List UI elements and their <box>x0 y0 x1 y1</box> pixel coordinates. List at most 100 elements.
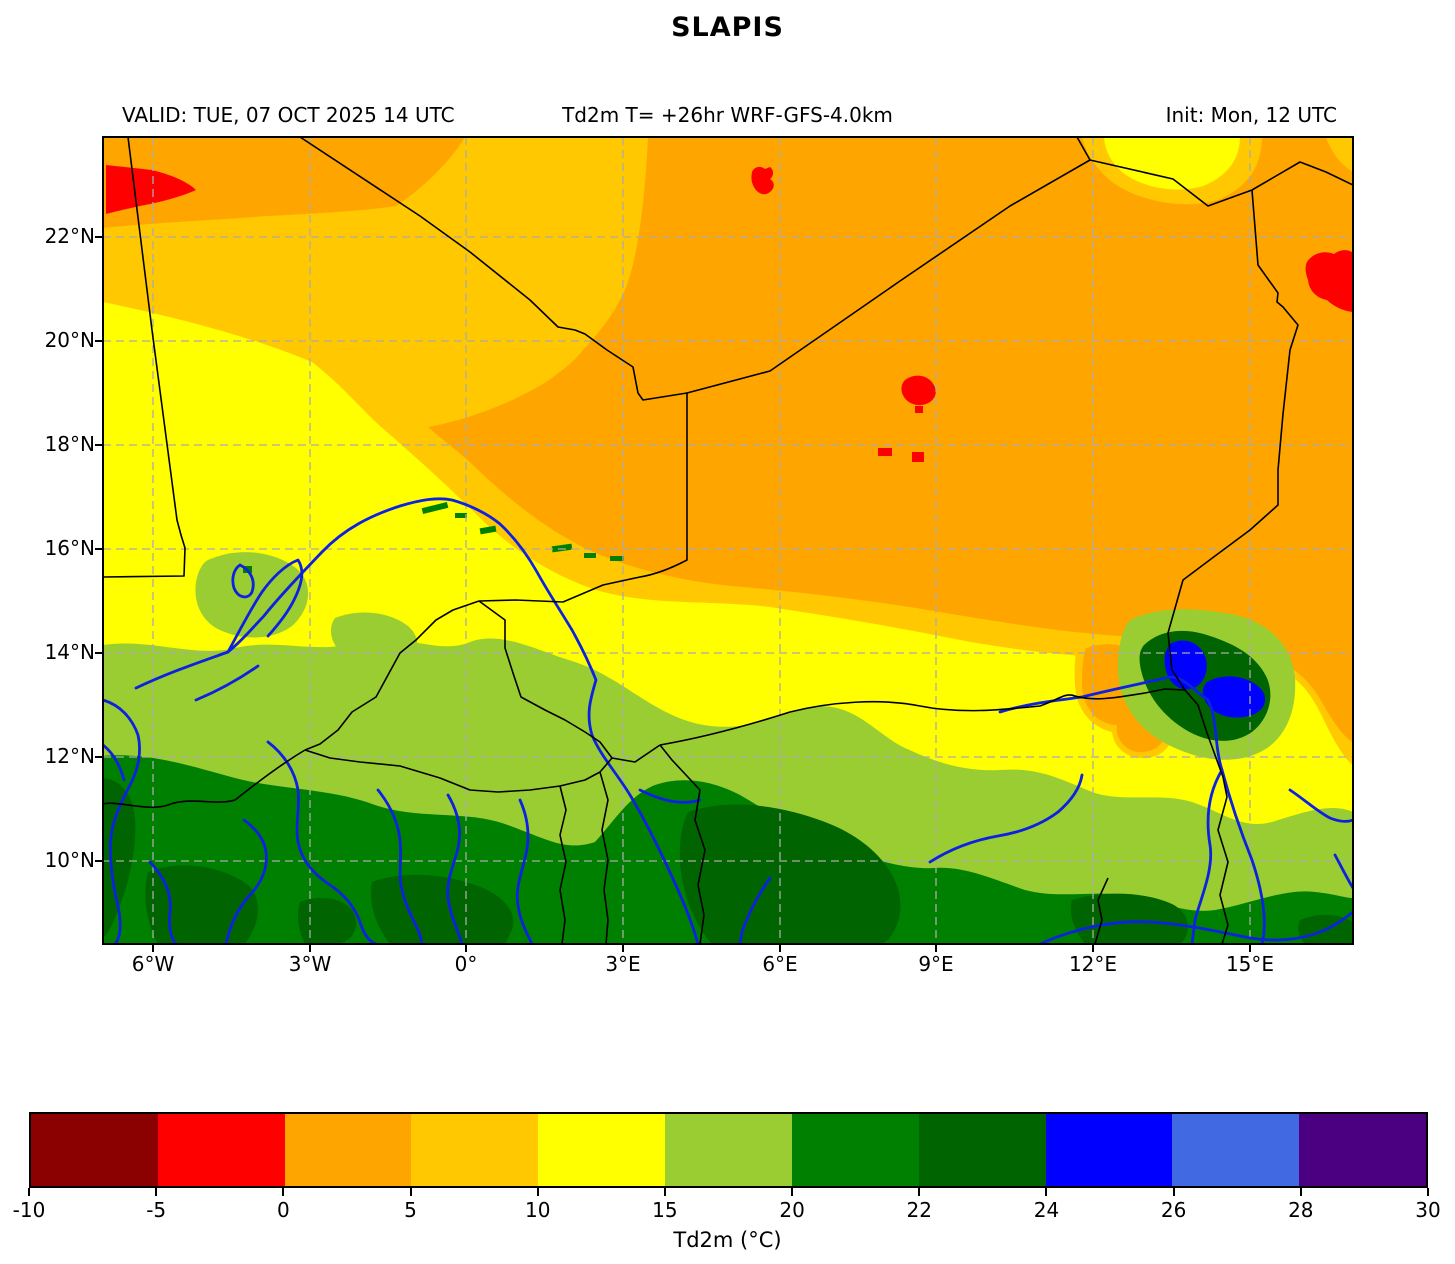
plot-frame <box>102 136 1354 945</box>
init-time-label: Init: Mon, 12 UTC <box>1165 103 1337 127</box>
lon-tick-mark <box>622 944 624 952</box>
east-stream1 <box>1288 788 1353 823</box>
se-stream <box>738 876 772 944</box>
lat-tick-label: 14°N <box>44 640 95 664</box>
lon-tick-label: 12°E <box>1068 952 1118 976</box>
lon-tick-mark <box>465 944 467 952</box>
fill-yellow-pocket-ne <box>1104 137 1240 190</box>
valid-time-label: VALID: TUE, 07 OCT 2025 14 UTC <box>122 103 455 127</box>
border-benin-nigeria <box>659 744 706 944</box>
page-title: SLAPIS <box>671 12 784 43</box>
fill-gold-corner-ne <box>1326 137 1353 172</box>
lat-tick-label: 20°N <box>44 328 95 352</box>
border-togo-benin <box>599 771 609 944</box>
niger-inner-delta-branch <box>226 558 304 654</box>
colorbar-tick-mark <box>1172 1188 1175 1196</box>
colorbar-tick-label: -10 <box>12 1198 46 1222</box>
border-burkina-south <box>304 749 613 793</box>
lon-tick-mark <box>1249 944 1251 952</box>
graticule <box>103 137 1353 944</box>
colorbar-tick-label: 20 <box>779 1198 805 1222</box>
colorbar-segment <box>284 1114 412 1186</box>
fill-darkgreen-patches <box>103 778 1353 944</box>
benue-river <box>1038 910 1353 944</box>
colorbar-tick-mark <box>282 1188 285 1196</box>
lon-tick-label: 3°W <box>288 952 332 976</box>
lat-tick-label: 18°N <box>44 432 95 456</box>
lat-tick-mark <box>95 548 103 550</box>
rivers <box>103 497 1353 944</box>
bani-river <box>194 664 260 702</box>
black-volta <box>266 740 378 944</box>
border-burkina-niger <box>478 600 613 759</box>
lon-tick-label: 6°W <box>131 952 175 976</box>
colorbar-tick-label: 15 <box>652 1198 678 1222</box>
lat-tick-mark <box>95 444 103 446</box>
colorbar-segment <box>665 1114 792 1186</box>
lat-tick-mark <box>95 652 103 654</box>
lon-tick-label: 3°E <box>605 952 641 976</box>
colorbar-tick-mark <box>536 1188 539 1196</box>
lon-tick-mark <box>152 944 154 952</box>
border-mali-niger <box>478 393 688 603</box>
lat-tick-mark <box>95 860 103 862</box>
colorbar-segment <box>538 1114 666 1186</box>
sw-stream1 <box>148 860 178 944</box>
lon-tick-mark <box>779 944 781 952</box>
border-algeria-libya <box>1076 137 1091 161</box>
border-niger-nigeria <box>659 688 1166 746</box>
border-ghana-togo <box>559 785 567 944</box>
fill-orange-northwest-strip <box>103 137 465 228</box>
fill-red-pockets <box>106 165 1353 462</box>
colorbar-segment <box>1045 1114 1173 1186</box>
colorbar-tick-label: 24 <box>1033 1198 1060 1222</box>
colorbar-tick-mark <box>1299 1188 1302 1196</box>
border-benin-niger <box>611 744 661 763</box>
product-label: Td2m T= +26hr WRF-GFS-4.0km <box>562 103 893 127</box>
sw-stream2 <box>224 818 268 944</box>
colorbar-segment <box>157 1114 285 1186</box>
colorbar-tick-label: 0 <box>276 1198 290 1222</box>
colorbar-segment <box>31 1114 158 1186</box>
border-algeria-niger <box>686 159 1091 394</box>
colorbar-segment <box>1299 1114 1426 1186</box>
logone-river <box>1190 768 1224 944</box>
colorbar-tick-mark <box>1427 1188 1429 1196</box>
border-niger-chad <box>1167 189 1299 691</box>
border-mauritania-mali <box>103 137 186 578</box>
colorbar-segment <box>411 1114 539 1186</box>
colorbar-axis-label: Td2m (°C) <box>673 1228 782 1252</box>
colorbar-tick-label: -5 <box>146 1198 167 1222</box>
border-mali-burkina <box>304 600 480 751</box>
niger-river <box>134 497 700 944</box>
komadugu-yobe <box>998 675 1210 714</box>
lat-tick-label: 22°N <box>44 224 95 248</box>
colorbar-tick-label: 5 <box>404 1198 417 1222</box>
oti-river <box>515 798 534 944</box>
east-stream2 <box>1333 853 1353 890</box>
colorbar-tick-label: 28 <box>1288 1198 1314 1222</box>
lat-tick-label: 16°N <box>44 536 95 560</box>
colorbar-segment <box>918 1114 1046 1186</box>
colorbar-tick-label: 30 <box>1415 1198 1441 1222</box>
border-nigeria-chad-cameroon <box>1164 688 1229 944</box>
colorbar-tick-mark <box>663 1188 666 1196</box>
colorbar-tick-label: 26 <box>1160 1198 1187 1222</box>
lon-tick-mark <box>1092 944 1094 952</box>
fill-orange-sahara <box>428 137 1353 742</box>
country-borders <box>103 137 1353 944</box>
colorbar-tick-mark <box>409 1188 412 1196</box>
colorbar-tick-label: 22 <box>906 1198 932 1222</box>
colorbar-tick-mark <box>28 1188 30 1196</box>
lat-tick-mark <box>95 236 103 238</box>
volta-branch <box>376 788 424 944</box>
colorbar-tick-mark <box>155 1188 158 1196</box>
lon-tick-label: 0° <box>454 952 478 976</box>
chari-river <box>1206 698 1266 944</box>
colorbar-tick-mark <box>918 1188 921 1196</box>
colorbar-segment <box>1172 1114 1300 1186</box>
border-mali-algeria <box>299 137 688 401</box>
lon-tick-mark <box>309 944 311 952</box>
